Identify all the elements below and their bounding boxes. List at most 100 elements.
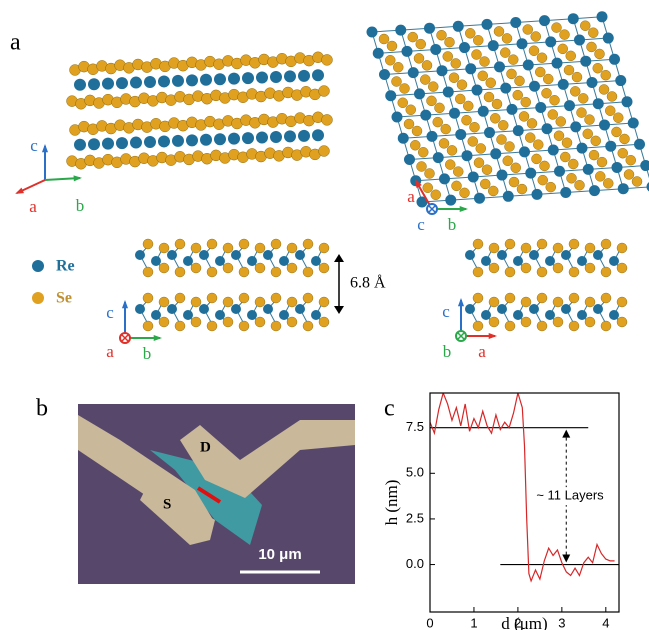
arrowhead: [334, 254, 344, 262]
se-atom: [223, 297, 233, 307]
micrograph: D S 10 μm: [78, 404, 355, 584]
se-atom: [569, 267, 579, 277]
re-atom: [443, 86, 454, 97]
re-atom: [395, 25, 406, 36]
se-atom: [617, 317, 627, 327]
se-atom: [505, 239, 515, 249]
se-atom: [319, 243, 329, 253]
se-atom: [473, 267, 483, 277]
re-atom: [513, 256, 523, 266]
se-atom: [478, 71, 488, 81]
re-atom: [311, 310, 321, 320]
se-atom: [484, 92, 494, 102]
re-atom: [427, 131, 438, 142]
re-atom: [603, 33, 614, 44]
re-atom: [437, 65, 448, 76]
re-atom: [593, 304, 603, 314]
arrowhead: [154, 335, 162, 341]
re-atom: [228, 133, 240, 145]
se-atom: [425, 169, 435, 179]
se-atom: [583, 129, 593, 139]
re-atom: [465, 63, 476, 74]
se-atom: [617, 243, 627, 253]
re-atom: [312, 69, 324, 81]
se-atom: [575, 180, 585, 190]
se-atom: [523, 25, 533, 35]
arrowhead: [460, 206, 468, 212]
annotation: ~ 11 Layers: [536, 488, 604, 503]
electrode-label: S: [163, 496, 171, 512]
se-atom: [601, 70, 611, 80]
axis-label: c: [442, 302, 450, 321]
se-atom: [287, 297, 297, 307]
re-atom: [402, 46, 413, 57]
re-atom: [445, 195, 456, 206]
se-atom: [416, 39, 426, 49]
re-atom: [231, 304, 241, 314]
re-atom: [284, 130, 296, 142]
se-atom: [255, 317, 265, 327]
se-atom: [319, 297, 329, 307]
re-atom: [529, 304, 539, 314]
axis-label: b: [443, 342, 452, 361]
se-atom: [505, 142, 515, 152]
se-atom: [239, 293, 249, 303]
re-atom: [500, 83, 511, 94]
re-atom: [542, 123, 553, 134]
se-atom: [452, 181, 462, 191]
se-atom: [550, 95, 560, 105]
se-atom: [271, 267, 281, 277]
se-atom: [556, 117, 566, 127]
se-atom: [601, 239, 611, 249]
re-atom: [474, 193, 485, 204]
se-atom: [560, 152, 570, 162]
se-atom: [175, 239, 185, 249]
re-atom: [312, 129, 324, 141]
se-atom: [412, 126, 422, 136]
se-atom: [322, 114, 333, 125]
re-atom: [568, 13, 579, 24]
se-atom: [319, 317, 329, 327]
re-atom: [525, 168, 536, 179]
se-atom: [239, 267, 249, 277]
se-atom: [515, 76, 525, 86]
se-atom: [207, 293, 217, 303]
se-atom: [439, 138, 449, 148]
re-atom: [228, 73, 240, 85]
re-atom: [135, 250, 145, 260]
x-tick-label: 3: [558, 615, 565, 630]
re-atom: [373, 48, 384, 59]
se-atom: [537, 53, 547, 63]
se-atom: [431, 190, 441, 200]
se-atom: [552, 23, 562, 33]
x-tick-label: 0: [426, 615, 433, 630]
se-atom: [385, 55, 395, 65]
se-atom: [595, 171, 605, 181]
arrowhead: [489, 333, 497, 339]
se-atom: [489, 297, 499, 307]
se-atom: [490, 113, 500, 123]
se-atom: [482, 165, 492, 175]
arrowhead: [42, 144, 48, 152]
legend-label: Se: [56, 290, 72, 307]
se-atom: [239, 239, 249, 249]
re-atom: [130, 137, 142, 149]
re-atom: [490, 148, 501, 159]
re-atom: [231, 250, 241, 260]
se-atom: [567, 173, 577, 183]
re-atom: [385, 90, 396, 101]
se-atom: [500, 48, 510, 58]
re-atom: [130, 77, 142, 89]
se-atom: [443, 51, 453, 61]
re-atom: [465, 250, 475, 260]
arrowhead: [334, 306, 344, 314]
arrowhead: [562, 555, 570, 563]
se-atom: [543, 74, 553, 84]
se-atom: [540, 161, 550, 171]
se-atom: [624, 169, 634, 179]
re-atom: [430, 44, 441, 55]
re-atom: [367, 27, 378, 38]
se-atom: [191, 317, 201, 327]
se-atom: [473, 293, 483, 303]
axis-label: c: [30, 136, 38, 155]
